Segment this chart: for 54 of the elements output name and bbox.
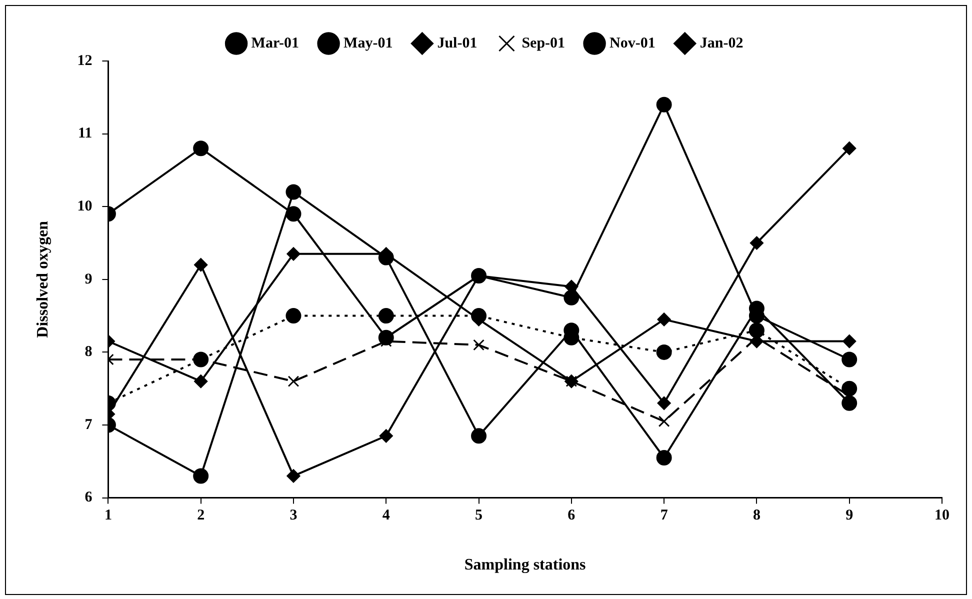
x-tick-label: 5 [475, 508, 483, 524]
point [657, 396, 671, 410]
legend-label: Mar-01 [251, 35, 300, 52]
point [378, 250, 394, 266]
x-tick-label: 9 [846, 508, 854, 524]
point [656, 450, 672, 466]
point [286, 184, 302, 200]
point [750, 236, 764, 250]
x-tick-label: 2 [197, 508, 205, 524]
point [288, 376, 300, 388]
y-tick-label: 9 [84, 271, 92, 288]
legend-label: Nov-01 [610, 35, 656, 52]
point [656, 96, 672, 112]
x-axis-title: Sampling stations [464, 556, 586, 574]
y-tick-label: 8 [84, 344, 92, 360]
y-tick-label: 7 [84, 416, 93, 433]
point [193, 140, 209, 156]
point [658, 416, 670, 428]
point [842, 380, 858, 396]
point [657, 312, 671, 326]
legend-label: May-01 [344, 35, 393, 52]
x-tick-label: 3 [290, 508, 298, 524]
point [842, 395, 858, 411]
point [193, 468, 209, 484]
y-tick-label: 11 [78, 126, 92, 142]
point [194, 258, 208, 272]
legend-label: Jan-02 [700, 35, 744, 52]
x-tick-label: 10 [934, 508, 950, 524]
y-axis-title: Dissolved oxygen [34, 220, 52, 338]
point [194, 374, 208, 388]
point [378, 308, 394, 324]
point [286, 247, 300, 261]
x-tick-label: 4 [382, 508, 390, 524]
point [471, 308, 487, 324]
x-tick-label: 7 [660, 508, 668, 524]
point [842, 352, 858, 368]
x-tick-label: 1 [104, 508, 112, 524]
point [656, 344, 672, 360]
point [842, 142, 856, 156]
legend-label: Jul-01 [437, 35, 478, 52]
x-tick-label: 6 [568, 508, 576, 524]
point [842, 334, 856, 348]
x-tick-label: 8 [752, 508, 760, 524]
y-tick-label: 12 [77, 52, 92, 69]
point [286, 206, 302, 222]
point [379, 429, 393, 443]
point [286, 469, 300, 483]
y-tick-label: 10 [77, 198, 92, 214]
legend-label: Sep-01 [522, 35, 566, 52]
point [471, 428, 487, 444]
y-tick-label: 6 [84, 490, 93, 506]
point [473, 339, 484, 351]
point [286, 308, 302, 324]
point [748, 322, 764, 338]
